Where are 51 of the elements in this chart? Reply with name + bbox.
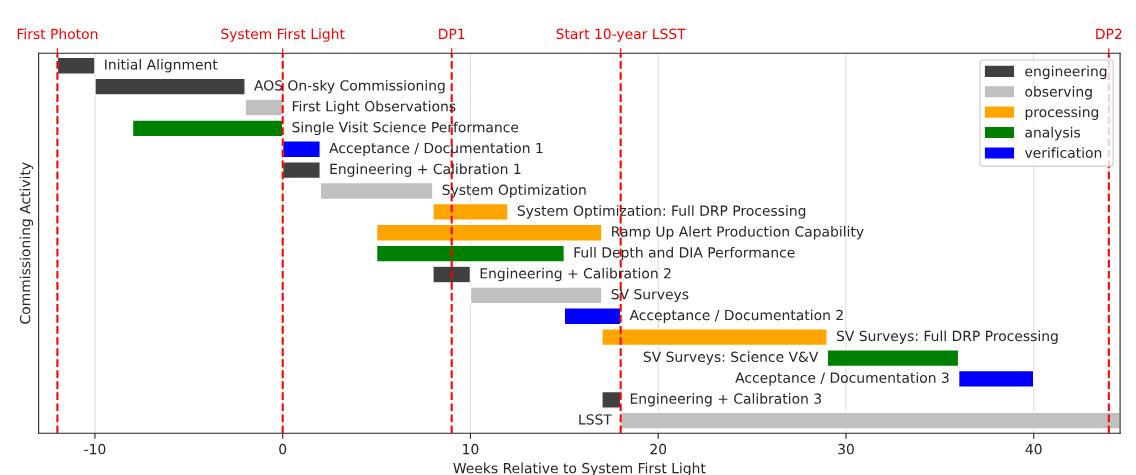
bar bbox=[601, 390, 622, 409]
y-tick-label: Acceptance / Documentation 1 bbox=[329, 142, 543, 156]
ref-line-label: System First Light bbox=[221, 28, 345, 42]
bar bbox=[619, 411, 1121, 430]
bar bbox=[56, 56, 96, 75]
bar bbox=[282, 161, 321, 180]
x-tick-label: 40 bbox=[1025, 443, 1042, 455]
y-axis-title: Commissioning Activity bbox=[19, 162, 34, 324]
bar bbox=[826, 348, 960, 368]
y-tick-label: Ramp Up Alert Production Capability bbox=[612, 226, 864, 240]
y-tick-label: System Optimization bbox=[442, 184, 586, 198]
x-tick-label: 10 bbox=[463, 443, 479, 455]
x-tick-label: 0 bbox=[279, 443, 287, 455]
y-tick-label: Acceptance / Documentation 2 bbox=[629, 309, 843, 323]
bar bbox=[282, 140, 321, 159]
legend-label: analysis bbox=[1025, 126, 1081, 141]
y-tick-label: Acceptance / Documentation 3 bbox=[735, 372, 949, 386]
bar bbox=[563, 307, 622, 326]
bar bbox=[432, 265, 472, 284]
y-tick-label: Engineering + Calibration 3 bbox=[630, 393, 821, 407]
y-tick-label: System Optimization: Full DRP Processing bbox=[517, 205, 806, 219]
y-tick-label: SV Surveys: Science V&V bbox=[643, 351, 819, 365]
bar bbox=[432, 202, 509, 221]
bar bbox=[375, 223, 603, 242]
y-tick-label: SV Surveys bbox=[611, 288, 689, 303]
bar bbox=[601, 328, 828, 347]
bar bbox=[131, 119, 284, 138]
x-tick-label: 30 bbox=[838, 443, 854, 455]
ref-line-label: DP1 bbox=[439, 28, 465, 39]
bar bbox=[94, 77, 246, 96]
x-tick-label: -10 bbox=[84, 443, 106, 455]
y-tick-label: Single Visit Science Performance bbox=[292, 121, 519, 136]
ref-line-label: Start 10-year LSST bbox=[556, 28, 686, 42]
y-tick-label: First Light Observations bbox=[292, 100, 456, 115]
legend-label: processing bbox=[1025, 106, 1099, 120]
ref-line-label: DP2 bbox=[1096, 28, 1122, 39]
y-tick-label: SV Surveys: Full DRP Processing bbox=[836, 330, 1058, 344]
bar bbox=[319, 181, 434, 201]
y-tick-label: Engineering + Calibration 1 bbox=[330, 163, 521, 177]
y-tick-label: Full Depth and DIA Performance bbox=[574, 246, 795, 261]
ref-line-label: First Photon bbox=[17, 28, 98, 40]
bar bbox=[957, 369, 1035, 388]
legend-label: engineering bbox=[1025, 65, 1107, 80]
legend-label: verification bbox=[1024, 147, 1102, 158]
x-tick-label: 20 bbox=[650, 443, 667, 455]
bar bbox=[375, 244, 566, 263]
bar bbox=[469, 286, 603, 305]
bar bbox=[244, 98, 284, 117]
y-tick-label: Initial Alignment bbox=[105, 59, 218, 73]
legend-label: observing bbox=[1025, 86, 1092, 100]
y-tick-label: LSST bbox=[579, 414, 612, 425]
